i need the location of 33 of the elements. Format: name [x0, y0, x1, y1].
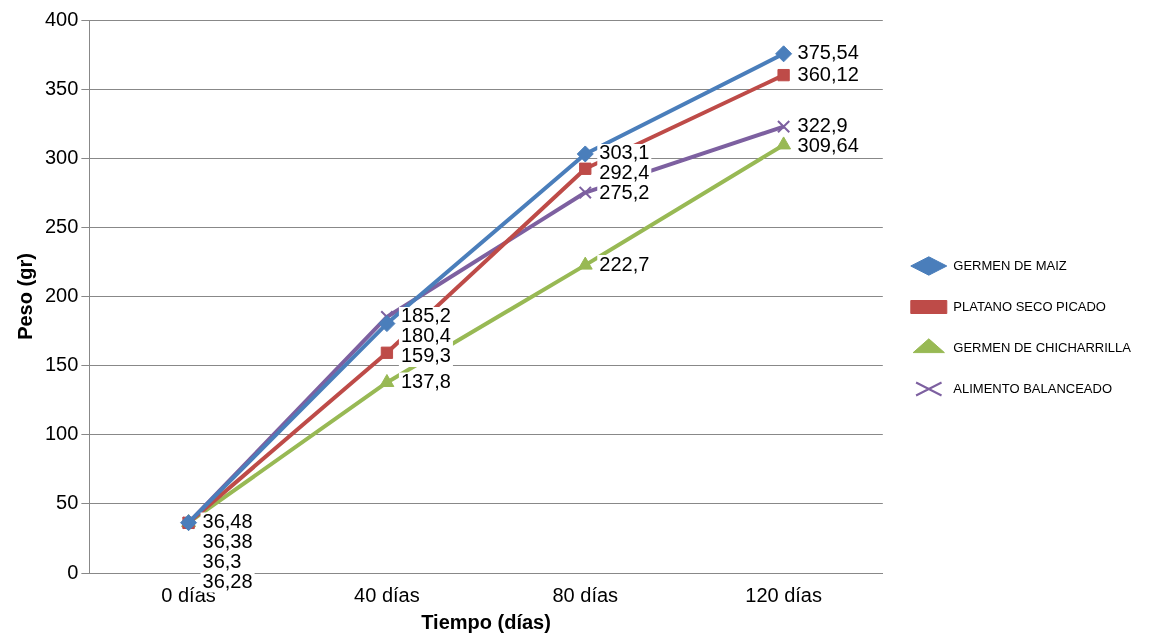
y-tick-label: 300 — [44, 145, 79, 168]
legend-label: ALIMENTO BALANCEADO — [953, 380, 1113, 396]
y-tick-label: 250 — [44, 214, 79, 237]
data-label: 36,3 — [202, 550, 242, 573]
data-label: 375,54 — [797, 41, 859, 64]
data-label: 309,64 — [797, 134, 859, 157]
y-tick-label: 200 — [44, 284, 79, 307]
data-label: 292,4 — [599, 161, 650, 184]
data-label: 137,8 — [400, 370, 451, 393]
x-tick-label: 80 días — [552, 583, 619, 606]
x-axis-title: Tiempo (días) — [421, 610, 551, 633]
y-axis-title: Peso (gr) — [13, 253, 36, 340]
legend-label: PLATANO SECO PICADO — [953, 298, 1106, 314]
data-label: 303,1 — [599, 141, 650, 164]
data-label: 36,48 — [202, 510, 253, 533]
y-tick-label: 0 — [67, 560, 79, 583]
x-tick-label: 120 días — [745, 583, 822, 606]
data-label: 185,2 — [400, 304, 451, 327]
y-tick-label: 50 — [56, 491, 79, 514]
data-label: 180,4 — [400, 324, 451, 347]
legend-label: GERMEN DE MAIZ — [953, 257, 1067, 273]
y-tick-label: 150 — [44, 353, 79, 376]
y-tick-label: 350 — [44, 76, 79, 99]
data-label: 322,9 — [797, 114, 848, 137]
data-label: 275,2 — [599, 181, 650, 204]
x-tick-label: 40 días — [354, 583, 420, 606]
legend-label: GERMEN DE CHICHARRILLA — [953, 339, 1132, 355]
data-label: 159,3 — [400, 344, 451, 367]
y-tick-label: 400 — [44, 7, 79, 30]
data-label: 222,7 — [599, 252, 650, 275]
data-label: 360,12 — [797, 62, 859, 85]
y-tick-label: 100 — [44, 422, 79, 445]
data-label: 36,38 — [202, 530, 253, 553]
